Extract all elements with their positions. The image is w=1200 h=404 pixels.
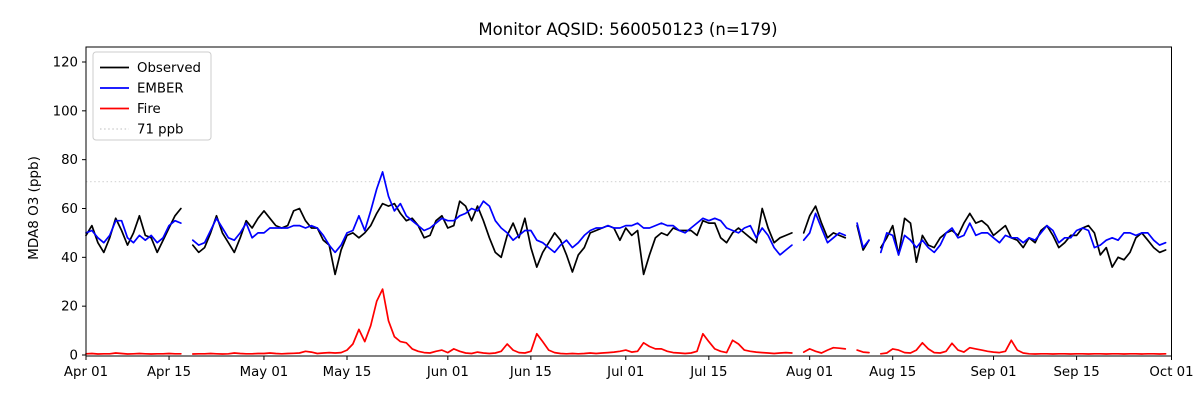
- legend-item-71ppb-label: 71 ppb: [137, 123, 183, 138]
- ember-line: [85, 219, 182, 244]
- observed-line: [802, 205, 847, 239]
- observed-line: [85, 207, 182, 254]
- x-tick-label: May 01: [240, 365, 289, 380]
- fire-line: [802, 346, 847, 354]
- legend: Observed EMBER Fire 71 ppb: [92, 51, 212, 141]
- plot-layer: 0 20 40 60 80 100 120 Apr 01 Apr 15 May 01 May 15 J…: [53, 46, 1194, 380]
- ember-line: [191, 171, 793, 256]
- fire-line: [879, 339, 1167, 355]
- y-tick-label: 40: [61, 251, 78, 266]
- x-tick-label: May 15: [323, 365, 372, 380]
- y-tick-label: 120: [53, 55, 78, 70]
- x-tick-label: Jul 01: [606, 365, 644, 380]
- y-tick-label: 100: [53, 104, 78, 119]
- legend-item-observed-label: Observed: [137, 61, 201, 76]
- y-axis-label: MDA8 O3 (ppb): [26, 156, 42, 260]
- legend-item-ember-label: EMBER: [137, 82, 184, 97]
- axes-frame: [85, 46, 1172, 357]
- observed-line: [879, 212, 1167, 268]
- observed-line: [191, 200, 793, 276]
- y-tick-label: 0: [70, 349, 78, 364]
- legend-box: [92, 51, 212, 141]
- y-tick-label: 60: [61, 202, 78, 217]
- x-tick-label: Apr 01: [64, 365, 108, 380]
- x-tick-label: Aug 01: [786, 365, 833, 380]
- chart-title: Monitor AQSID: 560050123 (n=179): [478, 20, 777, 39]
- x-tick-label: Oct 01: [1149, 365, 1193, 380]
- ember-line: [856, 222, 870, 249]
- ember-line: [879, 222, 1167, 256]
- x-tick-label: Jul 15: [689, 365, 727, 380]
- fire-line: [85, 352, 182, 355]
- x-tick-label: Jun 01: [426, 365, 469, 380]
- ember-line: [802, 212, 847, 244]
- x-tick-label: Aug 15: [869, 365, 916, 380]
- legend-item-fire-label: Fire: [137, 102, 161, 117]
- y-tick-label: 80: [61, 153, 78, 168]
- y-tick-label: 20: [61, 300, 78, 315]
- x-tick-label: Sep 15: [1053, 365, 1099, 380]
- x-tick-label: Sep 01: [970, 365, 1016, 380]
- fire-line: [191, 288, 793, 355]
- fire-line: [856, 349, 870, 354]
- x-tick-label: Jun 15: [509, 365, 552, 380]
- x-tick-label: Apr 15: [147, 365, 191, 380]
